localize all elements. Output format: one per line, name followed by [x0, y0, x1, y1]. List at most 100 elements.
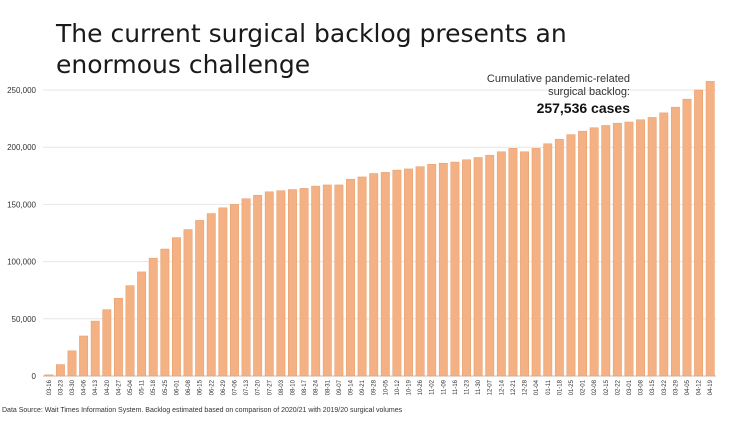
bar — [276, 190, 286, 377]
x-tick-label: 08-24 — [314, 379, 320, 395]
bar — [102, 309, 112, 377]
bar — [520, 151, 529, 377]
y-tick-label: 150,000 — [7, 200, 36, 209]
bar — [195, 220, 205, 377]
x-tick-label: 12-21 — [511, 379, 517, 395]
x-tick-label: 10-12 — [395, 379, 401, 395]
bar — [404, 168, 413, 377]
bar — [334, 184, 344, 377]
x-tick-label: 04-20 — [105, 379, 111, 395]
x-tick-label: 03-22 — [662, 379, 668, 395]
x-tick-label: 01-25 — [569, 379, 575, 395]
y-tick-label: 0 — [32, 372, 37, 381]
bar — [508, 148, 518, 377]
x-tick-label: 05-04 — [128, 379, 134, 395]
x-tick-label: 03-30 — [70, 379, 76, 395]
data-source-note: Data Source: Wait Times Information Syst… — [2, 407, 403, 414]
x-tick-label: 03-29 — [673, 379, 679, 395]
bar — [543, 143, 553, 377]
y-tick-label: 250,000 — [7, 86, 36, 95]
x-tick-label: 07-20 — [256, 379, 262, 395]
x-tick-label: 12-07 — [488, 379, 494, 395]
bar — [67, 350, 77, 377]
bar — [253, 194, 263, 377]
x-tick-label: 06-29 — [221, 379, 227, 395]
x-tick-label: 11-09 — [441, 379, 447, 395]
bar — [241, 198, 251, 377]
x-tick-label: 10-26 — [418, 379, 424, 395]
bar — [601, 125, 611, 377]
bar — [554, 138, 564, 377]
bar — [670, 106, 680, 377]
x-tick-label: 10-19 — [407, 379, 413, 395]
x-tick-label: 01-04 — [534, 379, 540, 395]
bar — [172, 237, 181, 377]
x-tick-label: 01-18 — [557, 379, 563, 395]
bar — [636, 119, 646, 377]
x-tick-label: 02-01 — [581, 379, 587, 395]
bar — [160, 248, 170, 377]
y-tick-label: 50,000 — [12, 315, 37, 324]
bar — [44, 374, 54, 377]
bar — [578, 130, 587, 377]
x-tick-label: 09-21 — [360, 379, 366, 395]
x-tick-label: 04-05 — [685, 379, 691, 395]
x-tick-label: 05-25 — [163, 379, 169, 395]
bar — [427, 164, 437, 377]
x-tick-label: 03-16 — [47, 379, 53, 395]
callout-line-1: Cumulative pandemic-related — [486, 73, 630, 85]
bar — [299, 188, 309, 377]
bar — [55, 364, 65, 377]
x-tick-label: 09-07 — [337, 379, 343, 395]
x-tick-label: 09-14 — [348, 379, 354, 395]
bar — [264, 191, 274, 377]
bar — [137, 271, 147, 377]
bar — [612, 122, 622, 377]
bar — [288, 189, 297, 377]
x-tick-label: 08-31 — [325, 379, 331, 395]
x-tick-label: 08-03 — [279, 379, 285, 395]
x-tick-label: 11-23 — [465, 379, 471, 395]
bar — [346, 178, 355, 377]
x-tick-label: 04-13 — [93, 379, 99, 395]
x-tick-label: 02-22 — [615, 379, 621, 395]
x-tick-label: 06-01 — [174, 379, 180, 395]
x-tick-label: 07-27 — [267, 379, 273, 395]
x-tick-label: 07-06 — [232, 379, 238, 395]
x-tick-label: 08-10 — [290, 379, 296, 395]
bar — [682, 98, 692, 377]
x-tick-label: 05-18 — [151, 379, 157, 395]
x-tick-label: 02-15 — [604, 379, 610, 395]
x-tick-label: 07-13 — [244, 379, 250, 395]
bar — [369, 173, 379, 377]
x-tick-label: 01-11 — [546, 379, 552, 395]
bar — [659, 112, 669, 377]
bar — [125, 285, 135, 377]
bar — [496, 151, 506, 377]
backlog-callout: Cumulative pandemic-related surgical bac… — [487, 73, 630, 117]
bar — [218, 207, 228, 377]
bar — [566, 134, 576, 377]
x-tick-label: 04-27 — [116, 379, 122, 395]
x-tick-label: 10-05 — [383, 379, 389, 395]
x-tick-label: 03-23 — [58, 379, 64, 395]
x-tick-label: 03-01 — [627, 379, 633, 395]
bar — [90, 320, 100, 377]
bar — [694, 89, 704, 377]
bar — [589, 127, 599, 377]
callout-value: 257,536 cases — [536, 100, 630, 116]
y-tick-label: 100,000 — [7, 258, 36, 267]
bar — [79, 335, 89, 377]
bar — [624, 121, 634, 377]
x-tick-label: 02-08 — [592, 379, 598, 395]
bar — [322, 184, 332, 377]
x-tick-label: 06-15 — [198, 379, 204, 395]
bar — [647, 117, 657, 377]
bar — [357, 176, 367, 377]
x-tick-label: 04-06 — [82, 379, 88, 395]
x-tick-label: 03-15 — [650, 379, 656, 395]
y-tick-label: 200,000 — [7, 143, 36, 152]
x-tick-label: 08-17 — [302, 379, 308, 395]
